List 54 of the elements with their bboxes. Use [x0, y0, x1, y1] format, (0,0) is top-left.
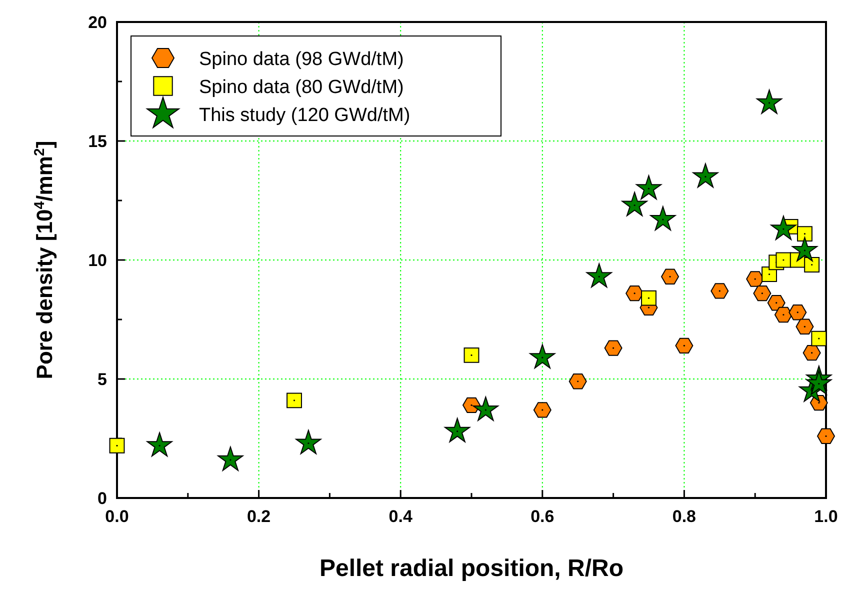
- x-tick-label: 0.4: [388, 507, 413, 526]
- point: [109, 438, 125, 454]
- x-axis-title: Pellet radial position, R/Ro: [319, 555, 624, 582]
- point: [806, 370, 832, 395]
- point: [472, 396, 498, 421]
- point: [533, 402, 552, 418]
- point: [796, 318, 814, 334]
- point: [774, 306, 792, 323]
- y-tick-label: 5: [98, 370, 107, 389]
- point: [811, 330, 827, 346]
- point: [462, 397, 480, 414]
- point: [641, 290, 656, 306]
- point: [146, 432, 172, 457]
- point: [767, 294, 786, 311]
- point: [753, 285, 772, 302]
- point: [675, 338, 694, 354]
- point: [770, 216, 796, 240]
- point: [218, 446, 244, 471]
- legend-label: Spino data (80 GWd/tM): [199, 77, 404, 98]
- point: [797, 226, 812, 242]
- point: [661, 268, 680, 285]
- point: [604, 340, 622, 356]
- point: [746, 271, 764, 287]
- point: [788, 304, 807, 320]
- x-tick-label: 0.8: [672, 507, 696, 526]
- point: [802, 344, 821, 361]
- y-tick-label: 15: [88, 132, 107, 151]
- y-tick-label: 10: [88, 251, 107, 270]
- legend-label: Spino data (98 GWd/tM): [199, 49, 404, 70]
- point: [792, 237, 818, 262]
- point: [756, 89, 782, 114]
- x-tick-label: 1.0: [814, 507, 838, 526]
- point: [692, 163, 718, 188]
- legend-label: This study (120 GWd/tM): [199, 105, 410, 126]
- point: [817, 428, 835, 444]
- point: [464, 347, 480, 363]
- point: [530, 344, 556, 369]
- point: [444, 418, 470, 442]
- x-tick-label: 0.2: [246, 507, 271, 526]
- point: [776, 252, 792, 268]
- x-tick-label: 0.6: [530, 507, 554, 526]
- point: [804, 257, 820, 272]
- point: [586, 263, 612, 288]
- point: [636, 175, 662, 200]
- y-tick-label: 20: [88, 13, 107, 32]
- x-tick-label: 0.0: [105, 507, 129, 526]
- point: [650, 206, 676, 231]
- point: [626, 285, 644, 302]
- point: [286, 392, 302, 408]
- point: [622, 192, 648, 216]
- point: [568, 374, 587, 390]
- y-tick-label: 0: [98, 489, 107, 508]
- point: [710, 283, 729, 299]
- point: [296, 430, 322, 454]
